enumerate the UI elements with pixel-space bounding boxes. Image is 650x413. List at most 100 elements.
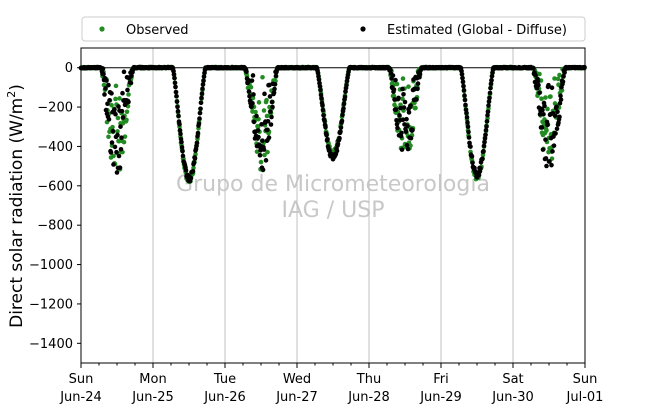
- estimated-point: [543, 156, 549, 161]
- estimated-point: [177, 122, 182, 127]
- estimated-point: [482, 136, 488, 141]
- estimated-point: [268, 122, 274, 127]
- estimated-point: [536, 82, 541, 88]
- y-tick-label: −200: [37, 101, 73, 116]
- y-tick-label: 0: [65, 61, 73, 76]
- estimated-point: [489, 73, 495, 79]
- estimated-point: [464, 110, 469, 116]
- observed-point: [113, 96, 118, 102]
- x-tick-label-date: Jun-26: [203, 390, 246, 405]
- series-estimated: [78, 64, 587, 184]
- estimated-point: [484, 124, 489, 129]
- observed-point: [261, 108, 267, 113]
- estimated-point: [393, 107, 399, 112]
- estimated-point: [404, 116, 409, 122]
- observed-point: [264, 97, 269, 103]
- estimated-point: [545, 122, 550, 128]
- estimated-point: [397, 113, 402, 118]
- observed-point: [539, 96, 544, 102]
- estimated-point: [549, 85, 555, 91]
- estimated-point: [172, 80, 178, 86]
- estimated-point: [558, 93, 563, 99]
- estimated-point: [488, 81, 494, 86]
- estimated-point: [180, 148, 185, 154]
- y-tick-label: −800: [37, 219, 73, 234]
- observed-point: [260, 74, 265, 80]
- estimated-point: [267, 82, 272, 88]
- estimated-point: [263, 158, 269, 163]
- estimated-point: [408, 103, 413, 108]
- x-tick-label-day: Thu: [356, 372, 381, 387]
- observed-point: [124, 109, 130, 115]
- estimated-point: [334, 148, 340, 154]
- observed-point: [548, 94, 553, 99]
- estimated-point: [466, 135, 472, 140]
- observed-point: [406, 84, 411, 89]
- observed-point: [398, 102, 403, 108]
- estimated-point: [115, 132, 120, 138]
- estimated-point: [403, 129, 409, 134]
- estimated-point: [172, 75, 177, 81]
- observed-point: [191, 165, 196, 171]
- estimated-point: [117, 165, 123, 170]
- observed-point: [106, 134, 111, 140]
- estimated-point: [173, 84, 178, 90]
- estimated-point: [399, 130, 404, 136]
- observed-point: [122, 134, 128, 139]
- estimated-point: [323, 124, 328, 130]
- y-tick-label: −600: [37, 179, 73, 194]
- observed-point: [256, 100, 262, 105]
- estimated-point: [255, 128, 261, 133]
- y-axis-label-superscript: 2: [5, 91, 18, 98]
- estimated-point: [324, 132, 329, 138]
- estimated-point: [546, 82, 551, 88]
- y-tick-label: −1000: [29, 258, 73, 273]
- observed-point: [117, 96, 122, 101]
- y-tick-label: −400: [37, 140, 73, 155]
- observed-point: [109, 102, 114, 108]
- estimated-point: [553, 131, 558, 136]
- estimated-point: [394, 117, 399, 123]
- x-tick-label-date: Jun-27: [275, 390, 318, 405]
- estimated-point: [190, 168, 196, 174]
- estimated-point: [316, 77, 322, 83]
- estimated-point: [481, 148, 486, 154]
- estimated-point: [338, 125, 344, 130]
- estimated-point: [120, 90, 125, 96]
- estimated-point: [542, 103, 547, 109]
- estimated-point: [192, 156, 198, 161]
- estimated-point: [405, 123, 410, 129]
- observed-point: [253, 109, 258, 115]
- estimated-point: [104, 78, 109, 83]
- observed-point: [537, 71, 542, 77]
- estimated-point: [533, 72, 538, 78]
- estimated-point: [179, 144, 185, 150]
- estimated-point: [483, 127, 489, 133]
- x-tick-label-date: Jun-25: [131, 390, 174, 405]
- x-tick-label-day: Fri: [433, 372, 449, 387]
- estimated-point: [417, 74, 422, 80]
- estimated-point: [171, 72, 177, 77]
- estimated-point: [111, 162, 116, 167]
- estimated-point: [540, 147, 546, 152]
- estimated-point: [462, 93, 467, 98]
- estimated-point: [102, 92, 107, 97]
- x-tick-label-date: Jun-30: [491, 390, 534, 405]
- estimated-point: [391, 87, 397, 92]
- estimated-point: [341, 106, 346, 111]
- estimated-point: [400, 86, 405, 92]
- estimated-point: [462, 97, 468, 103]
- estimated-point: [465, 120, 470, 125]
- estimated-point: [543, 137, 548, 142]
- estimated-point: [554, 126, 560, 132]
- estimated-point: [173, 89, 179, 95]
- estimated-point: [415, 86, 420, 92]
- estimated-point: [246, 78, 251, 83]
- estimated-point: [265, 118, 271, 124]
- estimated-point: [175, 108, 181, 114]
- estimated-point: [112, 144, 118, 150]
- estimated-point: [100, 66, 106, 71]
- observed-point: [248, 84, 254, 90]
- estimated-point: [390, 73, 396, 78]
- estimated-point: [272, 86, 277, 92]
